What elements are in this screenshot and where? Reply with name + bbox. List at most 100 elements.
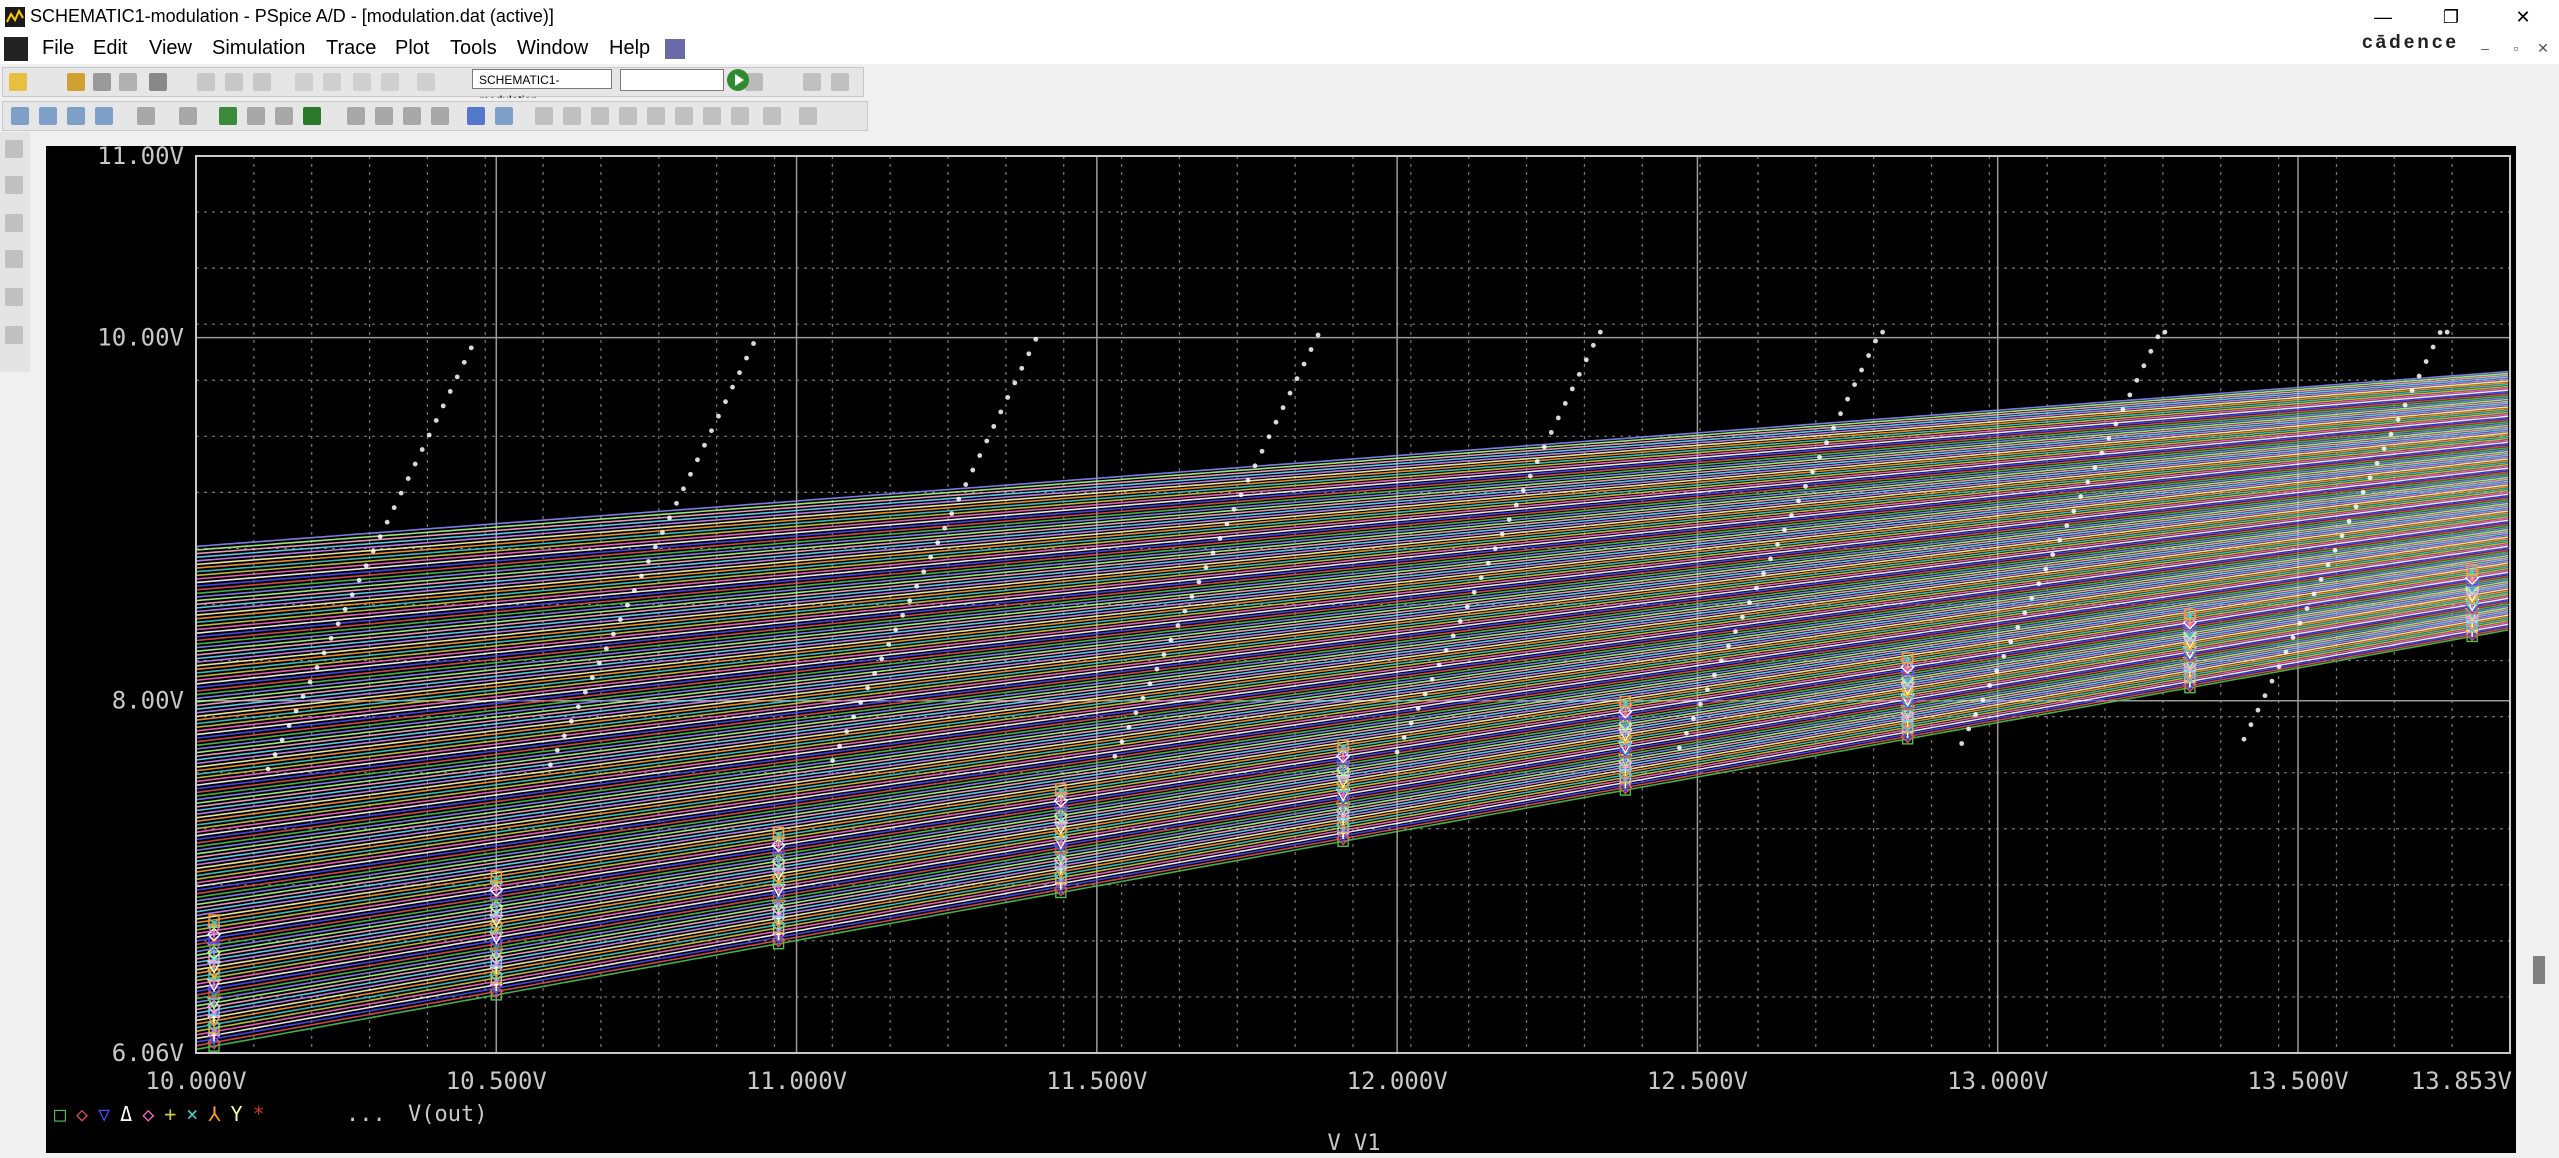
mdi-restore-button[interactable]: ▫ <box>2513 40 2519 56</box>
excel-export-icon[interactable] <box>303 107 321 125</box>
mark-label-icon[interactable] <box>495 107 513 125</box>
trace-marker <box>489 967 504 982</box>
add-plot-icon[interactable] <box>179 107 197 125</box>
mdi-minimize-button[interactable]: – <box>2481 40 2489 56</box>
markers-icon[interactable] <box>803 73 821 91</box>
eval-measurement-icon[interactable] <box>375 107 393 125</box>
saturation-dot <box>1740 614 1745 620</box>
saturation-dot <box>1789 512 1794 518</box>
run-simulation-button[interactable] <box>727 69 749 91</box>
menu-view[interactable]: View <box>149 37 192 59</box>
add-trace-icon[interactable] <box>347 107 365 125</box>
simulation-results-icon[interactable] <box>5 250 23 268</box>
bias-icon[interactable] <box>831 73 849 91</box>
legend-trace-label[interactable]: V(out) <box>408 1102 487 1127</box>
cursor-transition-icon[interactable] <box>763 107 781 125</box>
mdi-close-button[interactable]: ✕ <box>2537 40 2549 56</box>
trace-marker <box>1053 823 1068 838</box>
document-icon[interactable] <box>4 37 28 61</box>
trace-marker <box>208 935 220 948</box>
trace-v-out-125 <box>195 396 2509 598</box>
print-icon[interactable] <box>149 73 167 91</box>
menu-file[interactable]: File <box>42 37 75 59</box>
place-part-icon[interactable] <box>353 73 371 91</box>
menu-tools[interactable]: Tools <box>450 37 497 59</box>
toolbar-text-field[interactable] <box>620 69 724 91</box>
v-out-chart[interactable]: 6.06V 8.00V 10.00V 11.00V 10.000V 10.500V 11.0… <box>46 142 2516 1156</box>
legend-symbol: ◇ <box>76 1102 88 1126</box>
saturation-dot <box>603 646 609 652</box>
saturation-dot <box>1796 498 1801 504</box>
saturation-dot <box>942 525 948 531</box>
performance-analysis-icon[interactable] <box>403 107 421 125</box>
cursor-min-icon[interactable] <box>619 107 637 125</box>
saturation-dot <box>1677 745 1682 751</box>
cut-icon[interactable] <box>197 73 215 91</box>
zoom-fit-icon[interactable] <box>95 107 113 125</box>
close-button[interactable]: ✕ <box>2515 7 2531 27</box>
saturation-dot <box>370 548 376 554</box>
menu-trace[interactable]: Trace <box>326 37 377 59</box>
place-wire-icon[interactable] <box>381 73 399 91</box>
cursor-next-icon[interactable] <box>731 107 749 125</box>
menu-plot[interactable]: Plot <box>395 37 430 59</box>
saturation-dot <box>2318 577 2324 582</box>
zoom-in-icon[interactable] <box>11 107 29 125</box>
restore-button[interactable]: ❐ <box>2442 7 2460 27</box>
trace-v-out-103 <box>195 437 2509 678</box>
probe-window-icon[interactable] <box>5 140 23 158</box>
saturation-dot <box>2071 508 2077 514</box>
axis-settings-icon[interactable] <box>137 107 155 125</box>
cursor-peak-icon[interactable] <box>535 107 553 125</box>
cursor-search-icon[interactable] <box>703 107 721 125</box>
new-file-icon[interactable] <box>9 73 27 91</box>
cadence-logo: cādence <box>2361 32 2459 53</box>
menu-help[interactable]: Help <box>609 37 651 59</box>
plot-vertical-scrollbar[interactable] <box>2524 146 2559 1153</box>
output-file-icon[interactable] <box>5 214 23 232</box>
zoom-area-icon[interactable] <box>67 107 85 125</box>
cursor-point-icon[interactable] <box>675 107 693 125</box>
toggle-cursor-icon[interactable] <box>467 107 485 125</box>
trace-v-out-21 <box>195 590 2509 975</box>
save-icon[interactable] <box>93 73 111 91</box>
netlist-icon[interactable] <box>5 176 23 194</box>
help-context-icon[interactable] <box>665 39 685 59</box>
menu-window[interactable]: Window <box>517 37 589 59</box>
trace-marker <box>771 870 786 885</box>
saturation-dot <box>1527 473 1533 479</box>
probe-plot-window[interactable]: 6.06V 8.00V 10.00V 11.00V 10.000V 10.500V 11.0… <box>46 142 2516 1156</box>
paste-icon[interactable] <box>253 73 271 91</box>
cursor-slope-icon[interactable] <box>591 107 609 125</box>
trace-v-out-96 <box>195 450 2509 703</box>
menu-edit[interactable]: Edit <box>93 37 128 59</box>
trace-expression-icon[interactable] <box>5 326 23 344</box>
simulation-profile-select[interactable]: SCHEMATIC1-modulation <box>472 69 612 107</box>
menu-simulation[interactable]: Simulation <box>212 37 306 59</box>
log-x-icon[interactable] <box>247 107 265 125</box>
cursor-max-icon[interactable] <box>647 107 665 125</box>
cursor-trough-icon[interactable] <box>563 107 581 125</box>
trace-v-out-2 <box>195 625 2509 1043</box>
zoom-out-icon[interactable] <box>39 107 57 125</box>
saturation-dot <box>1112 753 1118 759</box>
redo-icon[interactable] <box>323 73 341 91</box>
saturation-dot <box>2444 329 2450 335</box>
simulation-settings-icon[interactable] <box>745 73 763 91</box>
copy-icon[interactable] <box>225 73 243 91</box>
fourier-icon[interactable] <box>275 107 293 125</box>
saturation-dot <box>433 418 439 423</box>
trace-marker <box>208 1008 220 1020</box>
cursor-icon[interactable] <box>431 107 449 125</box>
trace-v-out-42 <box>195 551 2509 899</box>
measurements-icon[interactable] <box>5 288 23 306</box>
saturation-dot <box>1436 662 1442 668</box>
scrollbar-thumb[interactable] <box>2533 956 2545 984</box>
y-axis-icon[interactable] <box>219 107 237 125</box>
label-mark-icon[interactable] <box>799 107 817 125</box>
place-net-icon[interactable] <box>417 73 435 91</box>
open-folder-icon[interactable] <box>67 73 85 91</box>
minimize-button[interactable]: — <box>2374 7 2392 27</box>
undo-icon[interactable] <box>295 73 313 91</box>
save-all-icon[interactable] <box>119 73 137 91</box>
